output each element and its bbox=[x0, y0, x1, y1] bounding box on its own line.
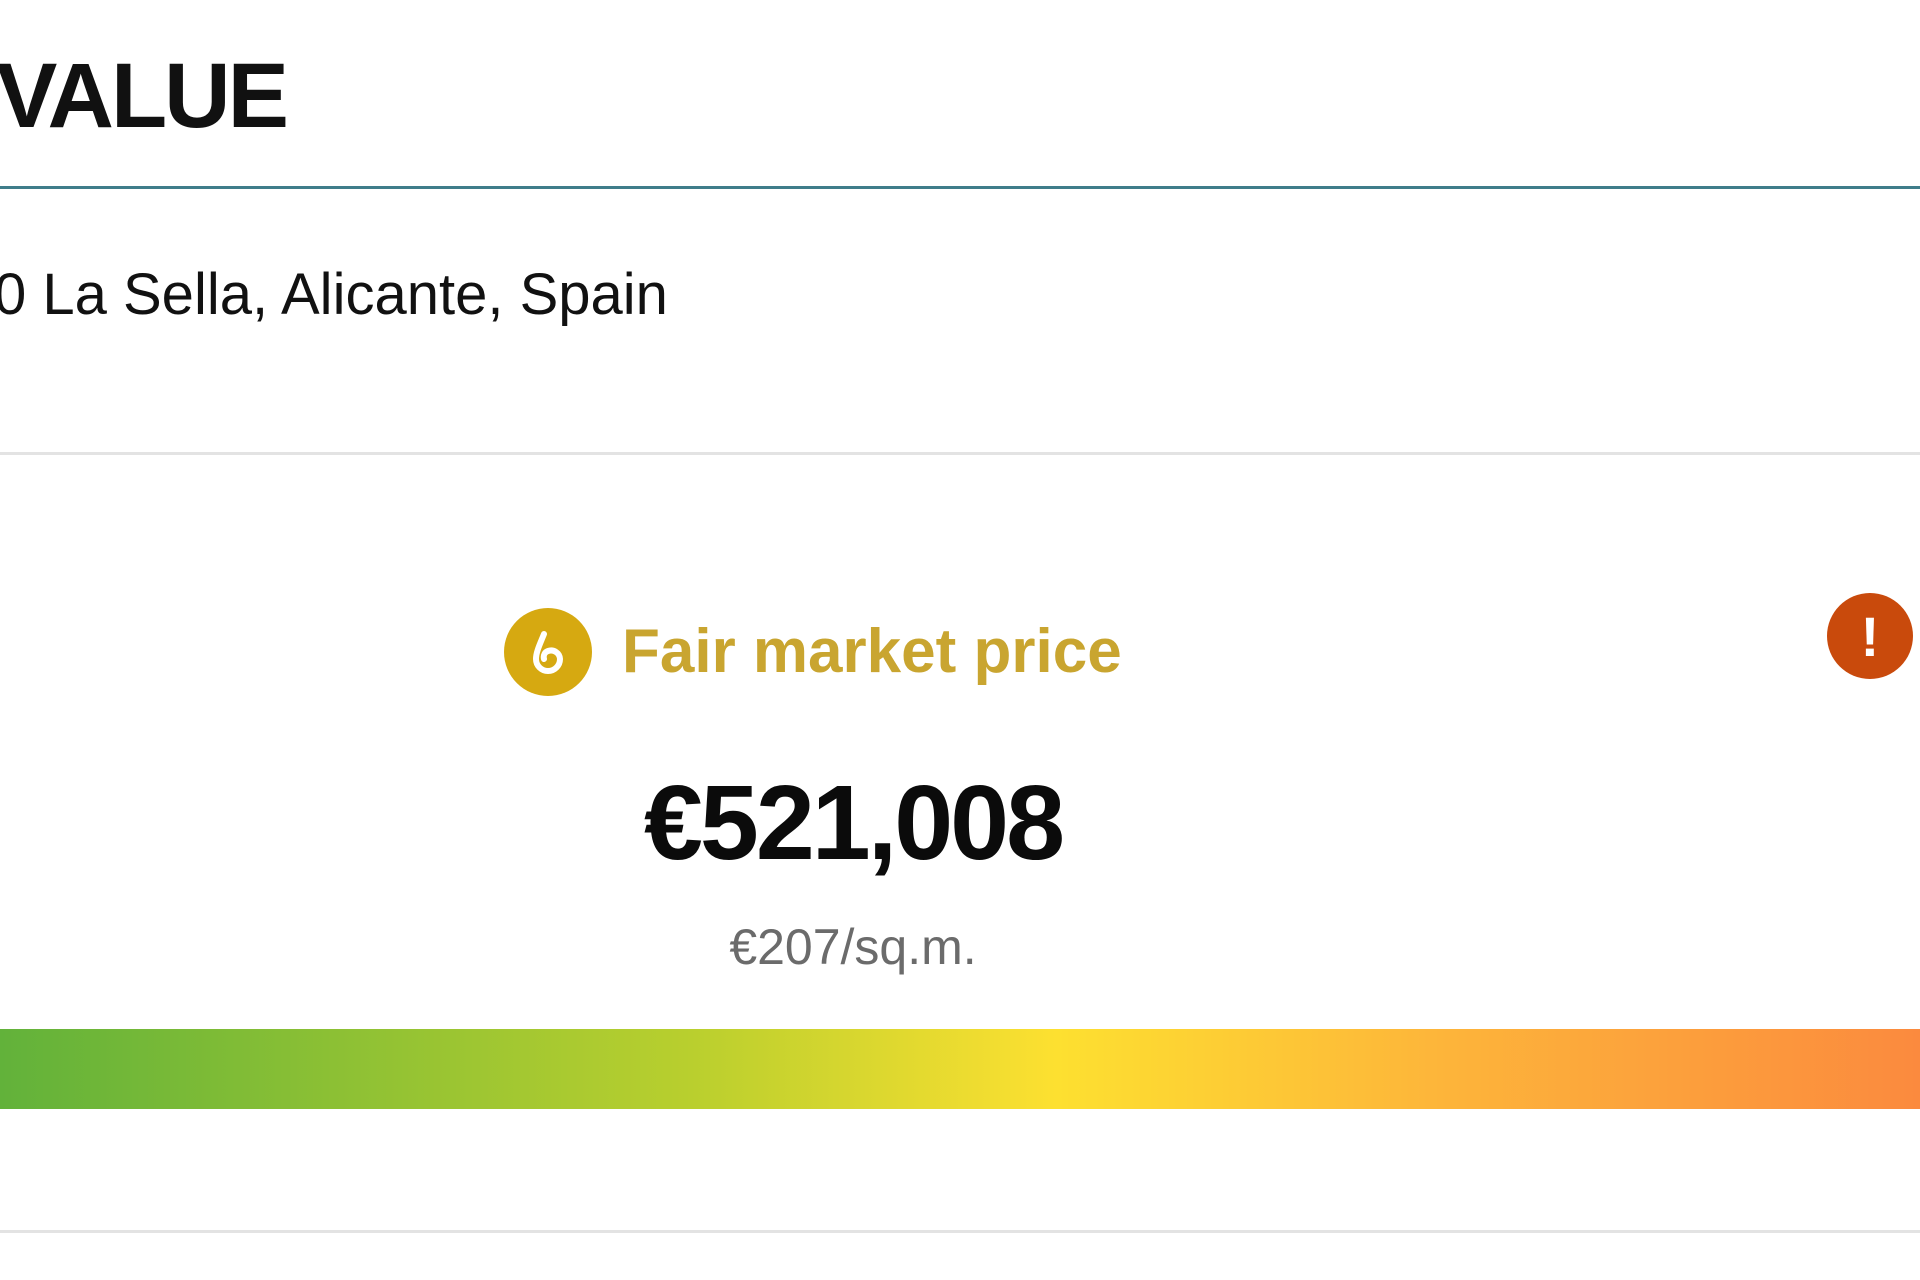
bottom-divider bbox=[0, 1230, 1920, 1233]
title-divider bbox=[0, 186, 1920, 189]
section-title: VALUE bbox=[0, 45, 289, 147]
valuation-status: Fair market price bbox=[504, 608, 1122, 696]
address-divider bbox=[0, 452, 1920, 455]
exclamation-circle-icon[interactable]: ! bbox=[1827, 593, 1913, 679]
drop-icon bbox=[504, 608, 592, 696]
status-label: Fair market price bbox=[622, 617, 1122, 686]
price-per-sqm: €207/sq.m. bbox=[729, 919, 977, 975]
price-gauge-bar bbox=[0, 1029, 1920, 1109]
estimated-price: €521,008 bbox=[643, 764, 1065, 882]
property-address: 0 La Sella, Alicante, Spain bbox=[0, 262, 668, 327]
